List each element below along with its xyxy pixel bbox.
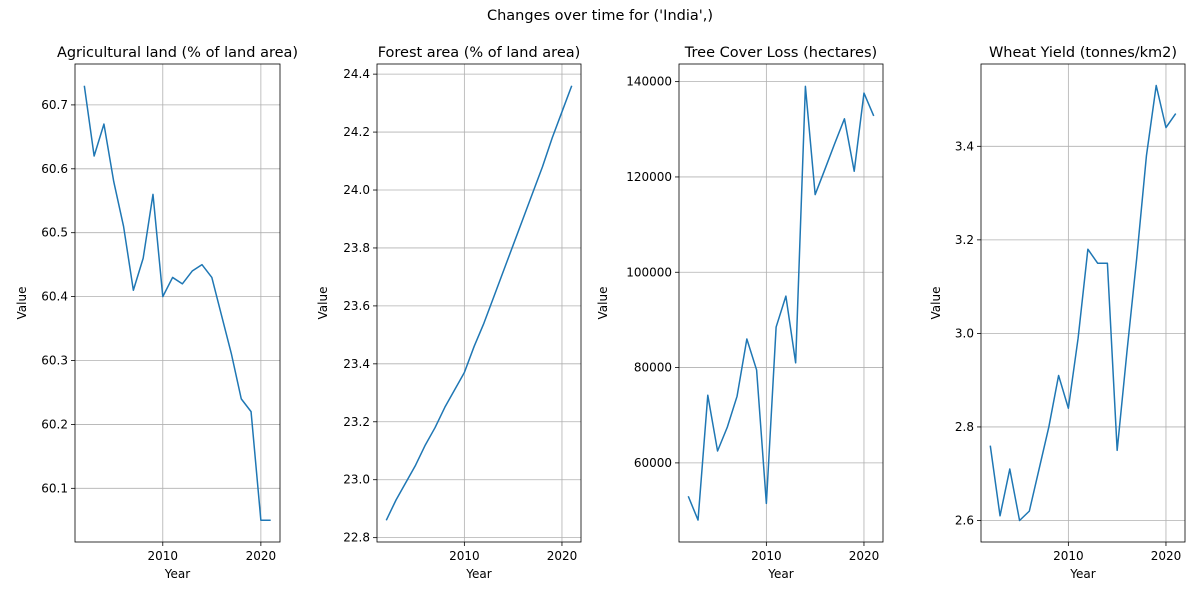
axes-frame <box>678 63 884 543</box>
y-axis-label: Value <box>15 287 29 320</box>
x-tick-label: 2020 <box>246 549 277 563</box>
axes-frame <box>980 63 1186 543</box>
series-line <box>687 85 875 521</box>
y-tick-label: 60.2 <box>41 417 68 431</box>
series-line <box>385 85 573 521</box>
subplot-4: 2010 2020 2.6 2.8 3.0 3.2 3.4 Wheat Yield (tonn… <box>929 45 1186 581</box>
y-axis-label: Value <box>316 287 330 320</box>
series-line <box>83 85 271 522</box>
y-tick-label: 23.0 <box>343 473 370 487</box>
subplot-title: Agricultural land (% of land area) <box>57 45 298 61</box>
y-tick-label: 60.7 <box>41 98 68 112</box>
x-axis-label: Year <box>164 567 190 581</box>
y-tick-label: 120000 <box>626 170 672 184</box>
y-tick-label: 3.2 <box>955 233 974 247</box>
y-tick-label: 60.5 <box>41 226 68 240</box>
y-tick-label: 60.3 <box>41 354 68 368</box>
y-tick-label: 23.8 <box>343 241 370 255</box>
y-tick-label: 60.4 <box>41 290 68 304</box>
y-tick-label: 140000 <box>626 75 672 89</box>
x-tick-label: 2010 <box>449 549 480 563</box>
y-tick-label: 3.4 <box>955 139 974 153</box>
x-tick-label: 2010 <box>148 549 179 563</box>
x-axis-label: Year <box>767 567 793 581</box>
x-tick-label: 2020 <box>1151 549 1182 563</box>
subplot-1: 2010 2020 60.1 60.2 60.3 60.4 60.5 60.6 60.7 Agri… <box>15 45 298 581</box>
subplot-title: Tree Cover Loss (hectares) <box>684 45 877 61</box>
y-tick-label: 60.1 <box>41 481 68 495</box>
axes-frame <box>376 63 582 543</box>
y-tick-label: 60.6 <box>41 162 68 176</box>
y-tick-label: 3.0 <box>955 326 974 340</box>
y-axis-label: Value <box>929 287 943 320</box>
subplot-3: 2010 2020 60000 80000 100000 120000 140000 Tree… <box>596 45 884 581</box>
series-line <box>989 84 1177 522</box>
x-tick-label: 2010 <box>751 549 782 563</box>
y-tick-label: 23.6 <box>343 299 370 313</box>
figure-suptitle: Changes over time for ('India',) <box>486 8 714 24</box>
x-axis-label: Year <box>1069 567 1095 581</box>
subplot-2: 2010 2020 22.8 23.0 23.2 23.4 23.6 23.8 24.0 24.2… <box>316 45 582 581</box>
y-axis-label: Value <box>596 287 610 320</box>
y-tick-label: 100000 <box>626 265 672 279</box>
y-tick-label: 24.2 <box>343 125 370 139</box>
subplot-title: Wheat Yield (tonnes/km2) <box>989 45 1177 61</box>
x-tick-label: 2020 <box>547 549 578 563</box>
y-tick-label: 24.0 <box>343 183 370 197</box>
y-tick-label: 60000 <box>634 456 672 470</box>
y-tick-label: 24.4 <box>343 67 370 81</box>
y-tick-label: 23.2 <box>343 415 370 429</box>
y-tick-label: 2.6 <box>955 513 974 527</box>
subplot-title: Forest area (% of land area) <box>378 45 581 61</box>
y-tick-label: 23.4 <box>343 357 370 371</box>
y-tick-label: 2.8 <box>955 420 974 434</box>
axes-frame <box>74 63 281 543</box>
x-tick-label: 2020 <box>849 549 880 563</box>
x-axis-label: Year <box>465 567 491 581</box>
y-tick-label: 80000 <box>634 361 672 375</box>
x-tick-label: 2010 <box>1053 549 1084 563</box>
y-tick-label: 22.8 <box>343 531 370 545</box>
